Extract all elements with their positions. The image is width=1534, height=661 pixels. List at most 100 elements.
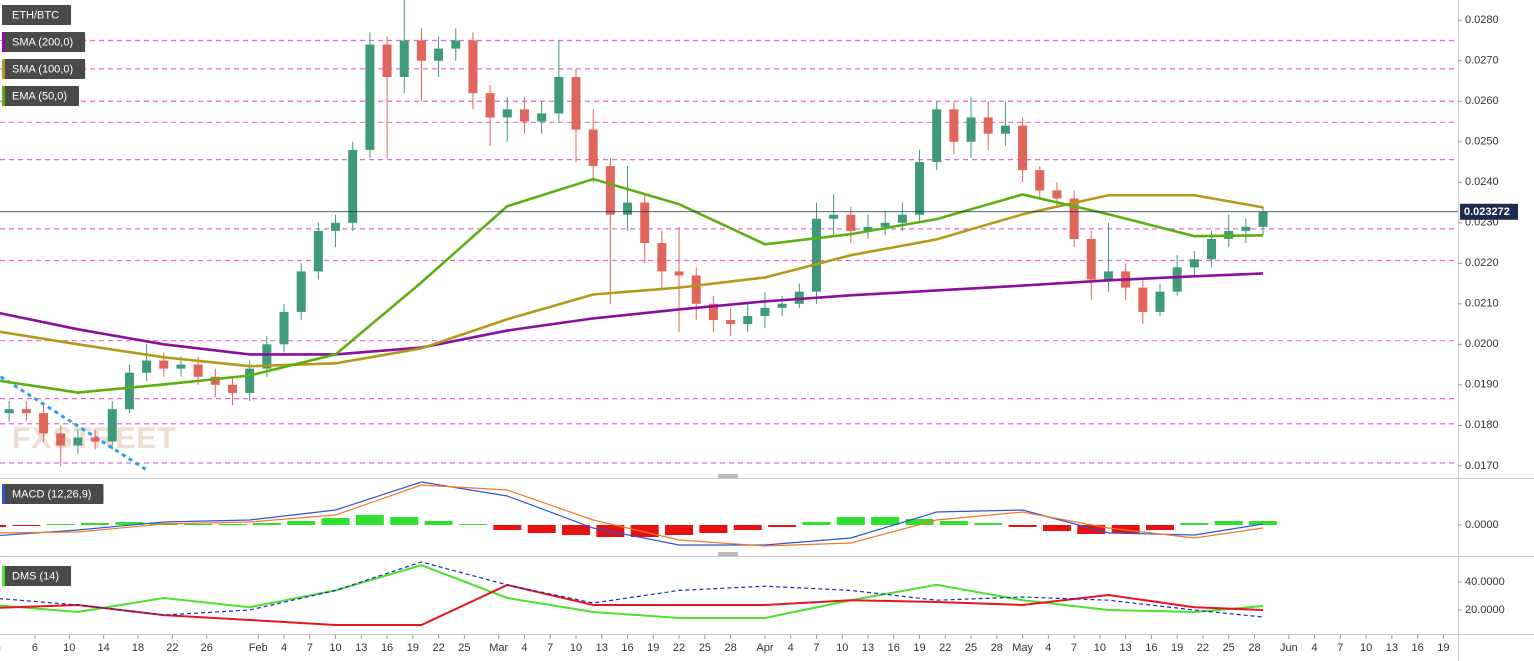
- x-tick-label: 10: [63, 642, 75, 654]
- candle-body: [1018, 125, 1028, 171]
- candle-body: [537, 113, 547, 122]
- dms-line: [0, 583, 1264, 627]
- legend-label: DMS (14): [12, 570, 59, 582]
- y-tick-label: 0.0190: [1465, 379, 1499, 391]
- x-tick-label: 28: [724, 642, 736, 654]
- x-tick-label: 16: [381, 642, 393, 654]
- legend-box: [2, 86, 80, 106]
- candle-body: [176, 364, 186, 369]
- histogram-bar: [836, 517, 865, 525]
- candle-body: [142, 360, 152, 373]
- x-tick-label: 4: [1045, 642, 1051, 654]
- x-tick-label: 25: [699, 642, 711, 654]
- histogram-bar: [562, 525, 591, 535]
- x-tick-label: 13: [1386, 642, 1398, 654]
- x-tick-label: Jun: [1280, 642, 1298, 654]
- x-tick-label: 7: [307, 642, 313, 654]
- y-tick-label: 0.0280: [1465, 14, 1499, 26]
- legend-label: SMA (100,0): [12, 63, 73, 75]
- histogram-bar: [287, 521, 316, 525]
- candle-body: [262, 344, 272, 369]
- candle-body: [811, 218, 821, 292]
- legend-label: ETH/BTC: [12, 9, 59, 21]
- candle-body: [382, 44, 392, 77]
- candle-body: [245, 368, 255, 393]
- candle-body: [726, 320, 736, 325]
- x-tick-label: 7: [1337, 642, 1343, 654]
- candle-body: [863, 226, 873, 231]
- histogram-bar: [939, 521, 968, 525]
- histogram-bar: [1077, 525, 1106, 534]
- dms-line: [0, 564, 1264, 620]
- legend-item: EMA (50,0): [2, 86, 80, 106]
- candle-body: [1258, 211, 1268, 227]
- legend-item: MACD (12,26,9): [2, 484, 104, 504]
- candle-body: [124, 372, 134, 410]
- histogram-bar: [802, 522, 831, 525]
- histogram-bar: [699, 525, 728, 533]
- candle-body: [107, 409, 117, 442]
- candle-body: [416, 40, 426, 61]
- candle-body: [743, 315, 753, 325]
- legend-item: SMA (100,0): [2, 59, 86, 79]
- legend-box: [2, 32, 86, 52]
- y-tick-label: 20.0000: [1465, 604, 1505, 616]
- candle-body: [983, 117, 993, 134]
- candle-body: [348, 149, 358, 223]
- candle-body: [674, 271, 684, 276]
- candle-body: [313, 230, 323, 272]
- candle-body: [210, 376, 220, 385]
- legend-stripe: [2, 59, 5, 79]
- candle-body: [880, 222, 890, 227]
- legend-label: EMA (50,0): [12, 90, 67, 102]
- trend-line: [0, 375, 148, 472]
- candle-body: [21, 409, 31, 414]
- x-tick-label: 25: [458, 642, 470, 654]
- y-tick-label: 0.0170: [1465, 460, 1499, 472]
- x-tick-label: 22: [166, 642, 178, 654]
- x-tick-label: 19: [647, 642, 659, 654]
- candle-body: [657, 243, 667, 272]
- candle-body: [760, 307, 770, 316]
- x-tick-label: 10: [1360, 642, 1372, 654]
- x-tick-label: 19: [913, 642, 925, 654]
- x-tick-label: 10: [836, 642, 848, 654]
- legend-label: MACD (12,26,9): [12, 488, 91, 500]
- histogram-bar: [115, 522, 144, 525]
- candle-body: [829, 214, 839, 219]
- y-tick-label: 0.0210: [1465, 298, 1499, 310]
- x-tick-label: 14: [98, 642, 110, 654]
- histogram-bar: [665, 525, 694, 535]
- resize-grip: [718, 474, 738, 556]
- legend-box: [2, 59, 86, 79]
- candle-body: [708, 303, 718, 321]
- candle-body: [1103, 271, 1113, 280]
- dms-line: [0, 561, 1264, 618]
- x-tick-label: 28: [991, 642, 1003, 654]
- candle-body: [1086, 239, 1096, 280]
- legend-item: SMA (200,0): [2, 32, 86, 52]
- x-tick-label: 16: [621, 642, 633, 654]
- x-tick-label: 25: [965, 642, 977, 654]
- x-tick-label: 13: [1120, 642, 1132, 654]
- candle-body: [932, 109, 942, 163]
- legend-stripe: [2, 484, 5, 504]
- x-tick-label: 22: [432, 642, 444, 654]
- candle-body: [296, 271, 306, 312]
- candle-body: [691, 275, 701, 304]
- x-tick-label: Feb: [249, 642, 268, 654]
- candle-body: [1069, 198, 1079, 239]
- x-tick-label: 10: [1094, 642, 1106, 654]
- candle-body: [1189, 259, 1199, 268]
- candle-body: [485, 93, 495, 118]
- x-tick-label: 7: [813, 642, 819, 654]
- legend-item: ETH/BTC: [2, 5, 72, 25]
- histogram-bar: [458, 524, 487, 525]
- candle-body: [915, 162, 925, 215]
- x-tick-label: 7: [547, 642, 553, 654]
- legend-box: [2, 566, 72, 586]
- candle-body: [519, 109, 529, 122]
- candle-body: [193, 364, 203, 377]
- legend-stripe: [2, 566, 5, 586]
- x-tick-label: 25: [1223, 642, 1235, 654]
